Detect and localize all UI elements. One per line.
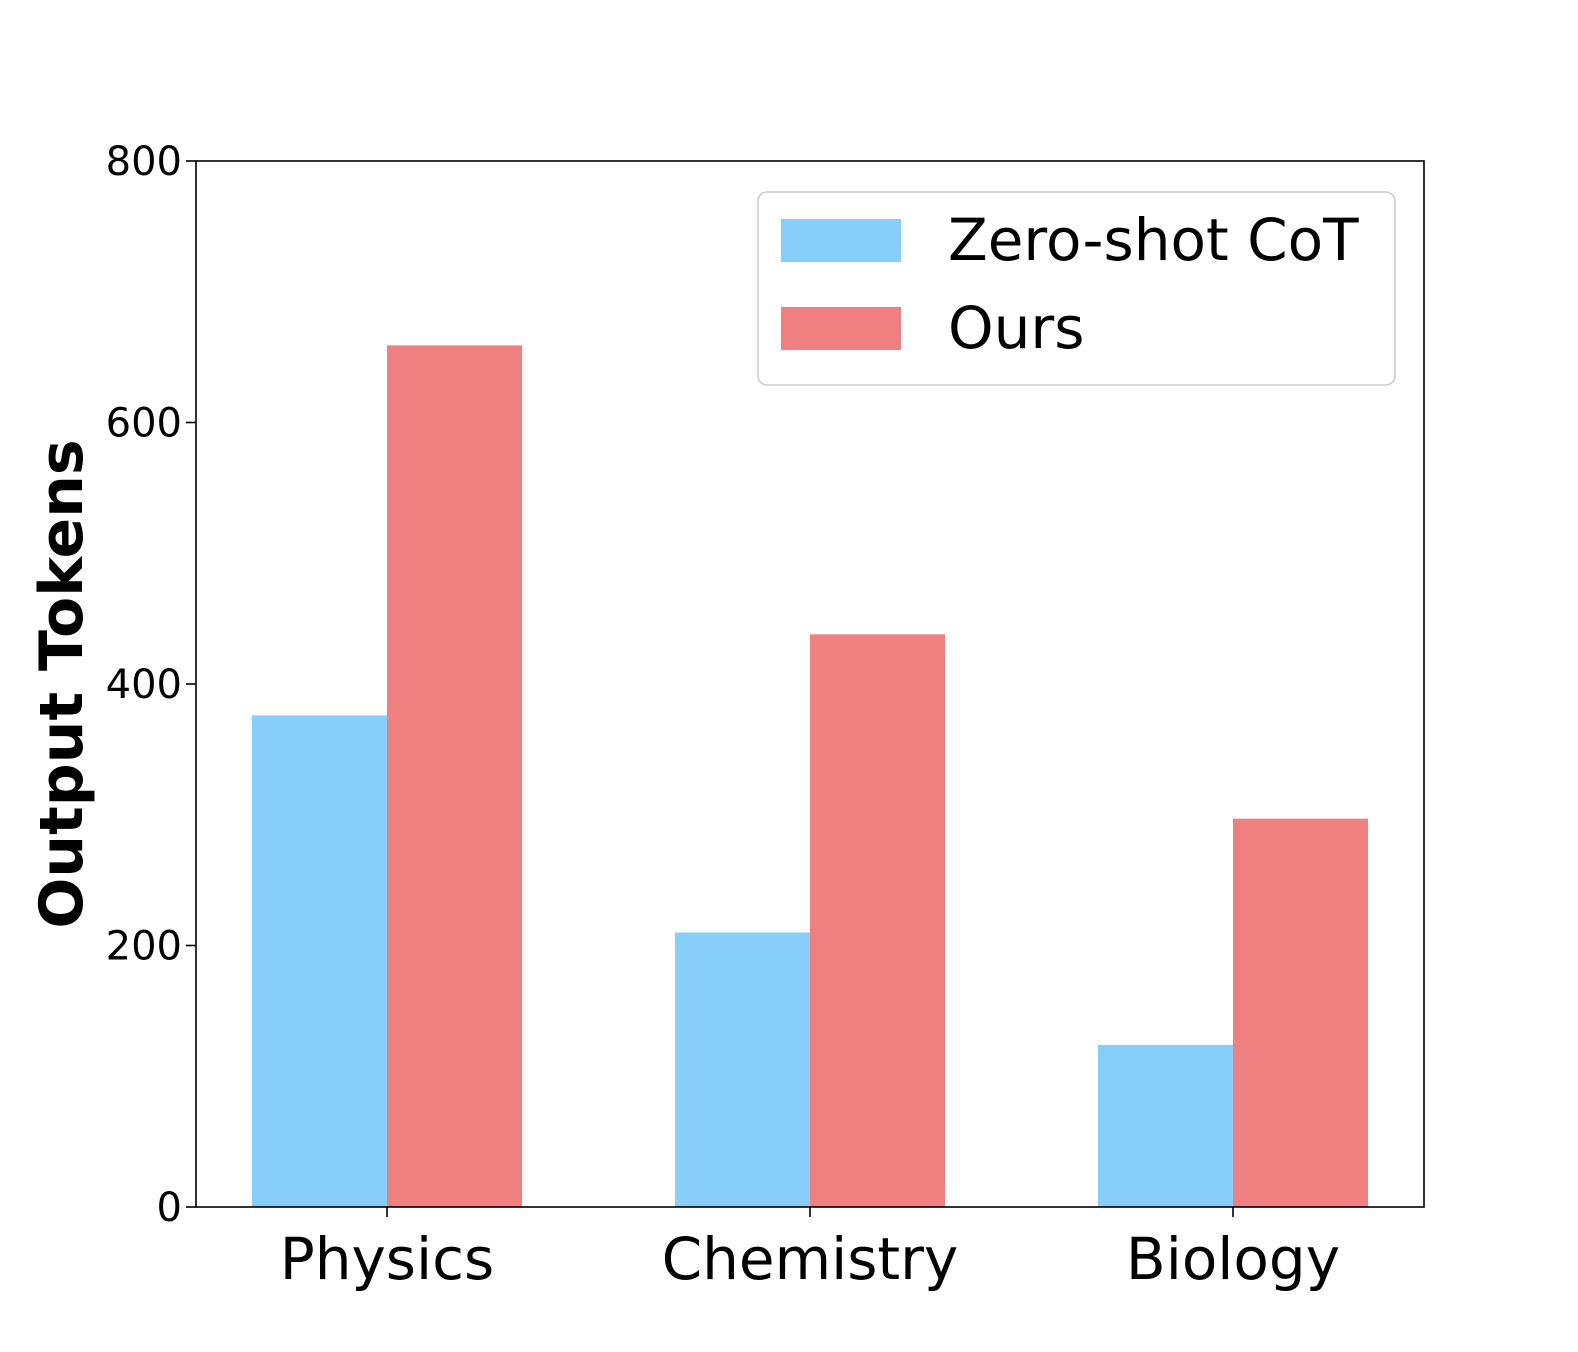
y-axis: 0 200 400 600 800: [106, 139, 196, 1231]
bar-ours-biology: [1233, 818, 1368, 1207]
bar-zero-shot-cot-physics: [252, 715, 387, 1207]
legend-frame: [757, 191, 1396, 386]
bar-ours-chemistry: [810, 634, 945, 1207]
bar-zero-shot-cot-chemistry: [675, 932, 810, 1207]
y-tick-label: 0: [157, 1185, 182, 1231]
bar-ours-physics: [387, 345, 522, 1207]
y-axis-label: Output Tokens: [27, 439, 97, 928]
x-axis: Physics Chemistry Biology: [280, 1207, 1340, 1293]
legend-swatch-zero-shot-cot: [781, 219, 901, 262]
x-tick-label-biology: Biology: [1126, 1225, 1340, 1293]
legend: Zero-shot CoT Ours: [757, 191, 1396, 386]
bar-zero-shot-cot-biology: [1098, 1044, 1233, 1207]
y-tick-label: 800: [106, 139, 182, 185]
legend-label-ours: Ours: [948, 294, 1084, 362]
legend-swatch-ours: [781, 307, 901, 350]
x-tick-label-physics: Physics: [280, 1225, 495, 1293]
bars-group: [252, 345, 1368, 1207]
y-tick-label: 400: [106, 662, 182, 708]
legend-label-zero-shot-cot: Zero-shot CoT: [948, 206, 1359, 274]
x-tick-label-chemistry: Chemistry: [662, 1225, 959, 1293]
y-tick-label: 600: [106, 401, 182, 447]
y-tick-label: 200: [106, 924, 182, 970]
